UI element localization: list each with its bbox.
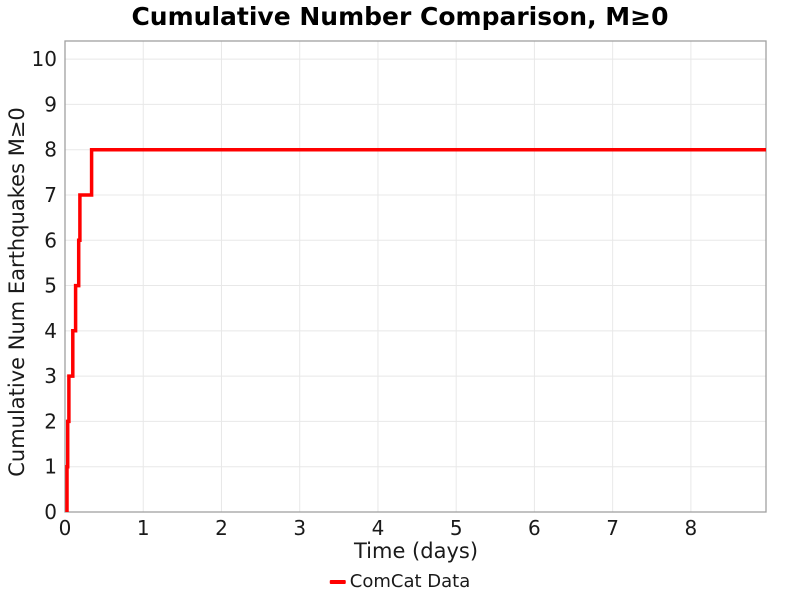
x-tick-label: 3	[293, 516, 306, 540]
chart-title: Cumulative Number Comparison, M≥0	[131, 2, 669, 31]
x-tick-label: 0	[59, 516, 72, 540]
y-tick-label: 10	[32, 47, 57, 71]
legend-label: ComCat Data	[349, 571, 471, 592]
y-tick-label: 5	[44, 274, 57, 298]
legend-line-swatch	[329, 579, 346, 584]
y-tick-label: 9	[44, 92, 57, 116]
y-tick-label: 0	[44, 500, 57, 524]
y-tick-label: 8	[44, 138, 57, 162]
y-tick-label: 7	[44, 183, 57, 207]
legend: ComCat Data	[329, 571, 471, 592]
plot-spines	[64, 40, 767, 513]
y-tick-label: 6	[44, 228, 57, 252]
y-tick-label: 3	[44, 364, 57, 388]
x-tick-label: 1	[137, 516, 150, 540]
comcat-step-line	[65, 147, 766, 512]
x-tick-label: 6	[528, 516, 541, 540]
x-tick-label: 4	[372, 516, 385, 540]
x-axis-label: Time (days)	[353, 539, 479, 563]
y-tick-label: 2	[44, 409, 57, 433]
x-tick-label: 7	[606, 516, 619, 540]
x-tick-label: 2	[215, 516, 228, 540]
y-tick-label: 4	[44, 319, 57, 343]
x-tick-label: 8	[685, 516, 698, 540]
y-tick-label: 1	[44, 455, 57, 479]
x-tick-label: 5	[450, 516, 463, 540]
